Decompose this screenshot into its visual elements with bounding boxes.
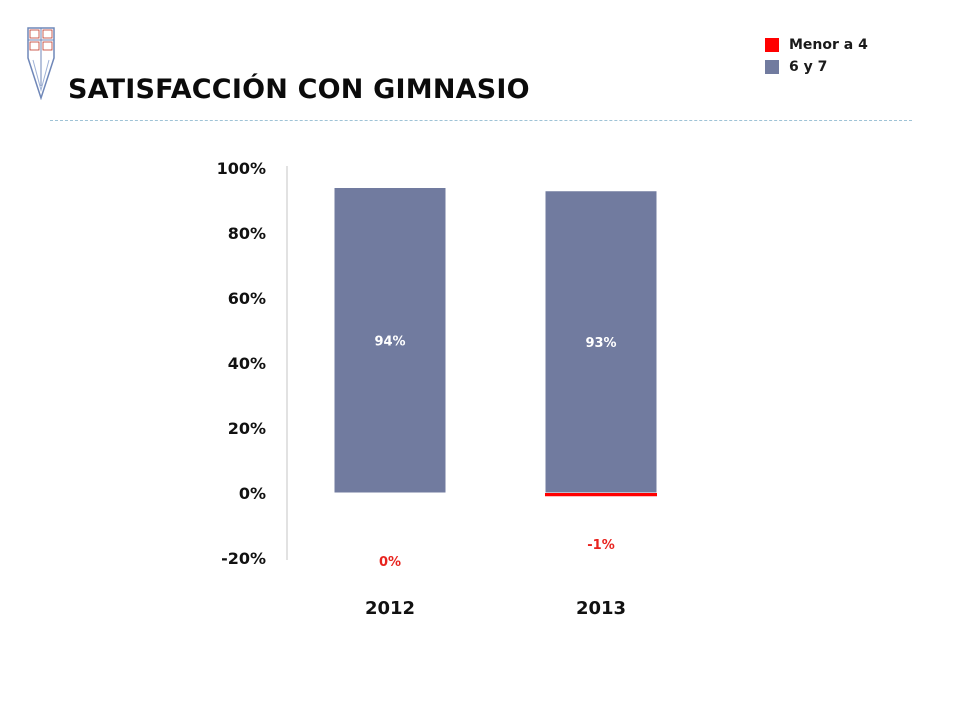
bar-6-y-7 <box>333 187 447 494</box>
bar-6-y-7 <box>544 190 658 494</box>
title-divider <box>50 120 912 121</box>
data-label-menor-a-4: 0% <box>379 555 401 570</box>
university-crest-logo <box>27 27 55 100</box>
page-title: SATISFACCIÓN CON GIMNASIO <box>68 74 530 105</box>
y-tick-label: 40% <box>228 354 266 373</box>
y-tick-label: 60% <box>228 289 266 308</box>
y-tick-label: 80% <box>228 224 266 243</box>
legend-swatch-menor-a-4 <box>765 38 779 52</box>
y-tick-label: 100% <box>217 159 266 178</box>
y-tick-label: 0% <box>239 484 266 503</box>
chart-legend: Menor a 4 6 y 7 <box>765 34 868 78</box>
y-tick-label: 20% <box>228 419 266 438</box>
legend-label-menor-a-4: Menor a 4 <box>789 37 868 53</box>
legend-item-menor-a-4: Menor a 4 <box>765 34 868 56</box>
legend-label-6-y-7: 6 y 7 <box>789 59 828 75</box>
x-category-label: 2012 <box>365 598 415 619</box>
legend-swatch-6-y-7 <box>765 60 779 74</box>
data-label-6-y-7: 93% <box>585 336 616 351</box>
x-category-label: 2013 <box>576 598 626 619</box>
legend-item-6-y-7: 6 y 7 <box>765 56 868 78</box>
y-tick-label: -20% <box>221 549 266 568</box>
data-label-6-y-7: 94% <box>374 334 405 349</box>
bar-menor-a-4 <box>545 493 657 497</box>
data-label-menor-a-4: -1% <box>587 538 614 553</box>
